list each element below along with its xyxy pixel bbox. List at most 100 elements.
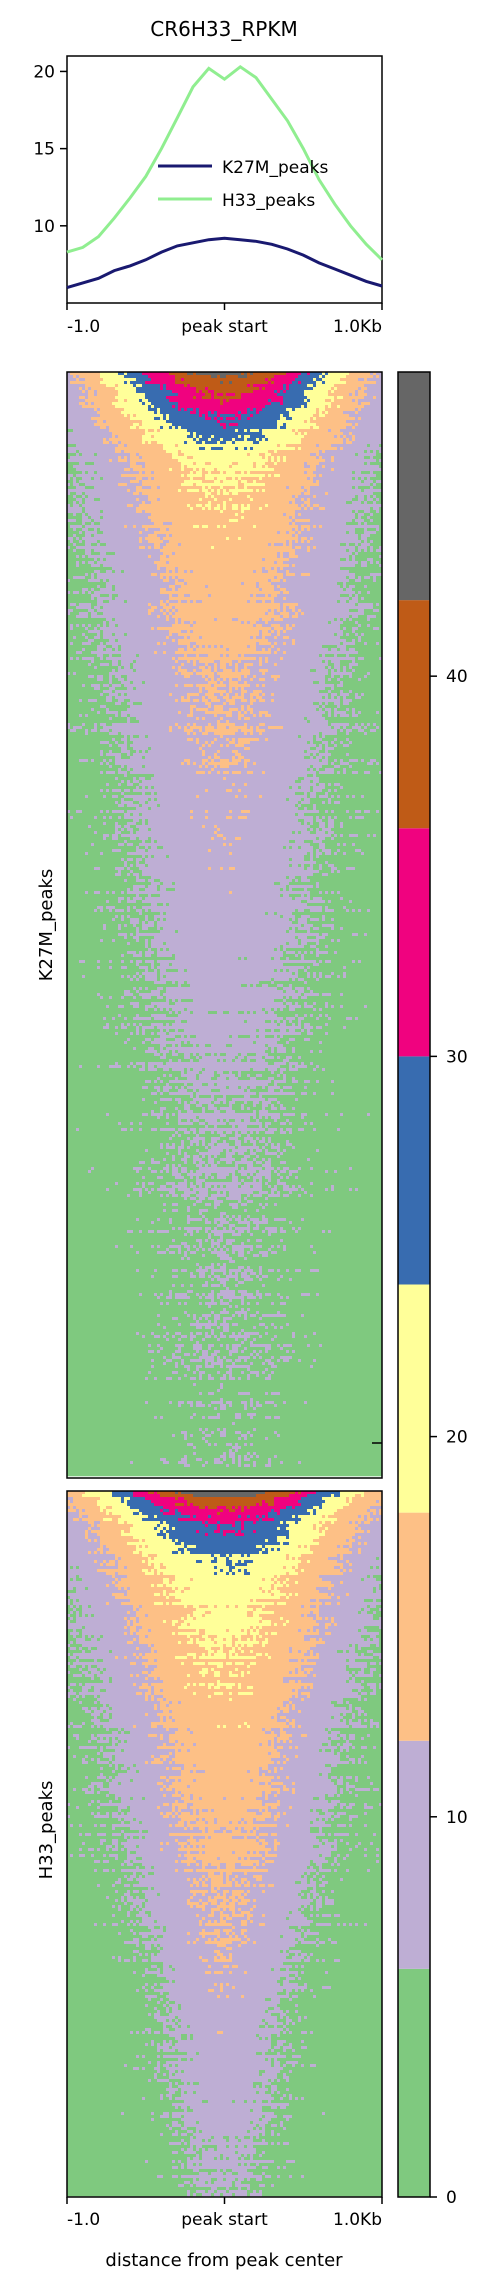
heatmap-cell-run bbox=[67, 759, 80, 763]
heatmap-cell-run bbox=[286, 999, 383, 1003]
heatmap-cell-run bbox=[85, 624, 89, 628]
heatmap-cell-run bbox=[358, 537, 362, 541]
heatmap-cell-run bbox=[223, 702, 227, 706]
heatmap-cell-run bbox=[76, 636, 86, 640]
heatmap-cell-run bbox=[241, 711, 245, 715]
heatmap-cell-run bbox=[241, 582, 245, 586]
heatmap-cell-run bbox=[364, 933, 368, 937]
heatmap-cell-run bbox=[259, 585, 275, 589]
heatmap-cell-run bbox=[271, 381, 275, 385]
heatmap-cell-run bbox=[370, 510, 377, 514]
heatmap-cell-run bbox=[370, 723, 374, 727]
heatmap-cell-run bbox=[322, 375, 326, 379]
heatmap-cell-run bbox=[331, 939, 335, 943]
heatmap-cell-run bbox=[157, 996, 164, 1000]
heatmap-cell-run bbox=[151, 519, 230, 523]
heatmap-cell-run bbox=[118, 822, 128, 826]
heatmap-cell-run bbox=[307, 507, 311, 511]
heatmap-cell-run bbox=[346, 972, 383, 976]
heatmap-cell-run bbox=[280, 630, 284, 634]
heatmap-cell-run bbox=[331, 783, 335, 787]
heatmap-cell-run bbox=[184, 1041, 188, 1045]
heatmap-cell-run bbox=[343, 621, 356, 625]
heatmap-cell-run bbox=[166, 396, 194, 400]
heatmap-cell-run bbox=[298, 531, 302, 535]
heatmap-cell-run bbox=[211, 645, 215, 649]
heatmap-cell-run bbox=[256, 657, 260, 661]
heatmap-cell-run bbox=[298, 1062, 302, 1066]
heatmap-cell-run bbox=[190, 630, 194, 634]
heatmap-cell-run bbox=[283, 945, 305, 949]
heatmap-cell-run bbox=[67, 387, 80, 391]
heatmap-cell-run bbox=[295, 432, 299, 436]
heatmap-cell-run bbox=[319, 933, 323, 937]
heatmap-cell-run bbox=[307, 936, 317, 940]
heatmap-cell-run bbox=[280, 456, 284, 460]
heatmap-cell-run bbox=[103, 510, 137, 514]
heatmap-cell-run bbox=[157, 564, 290, 568]
heatmap-cell-run bbox=[91, 606, 95, 610]
heatmap-cell-run bbox=[76, 543, 86, 547]
heatmap-cell-run bbox=[208, 723, 212, 727]
heatmap-cell-run bbox=[244, 510, 296, 514]
heatmap-cell-run bbox=[349, 732, 365, 736]
heatmap-cell-run bbox=[190, 1035, 197, 1039]
heatmap-cell-run bbox=[262, 429, 293, 433]
heatmap-cell-run bbox=[184, 981, 188, 985]
heatmap-cell-run bbox=[184, 468, 194, 472]
heatmap-cell-run bbox=[205, 462, 212, 466]
heatmap-cell-run bbox=[208, 810, 230, 814]
heatmap-cell-run bbox=[295, 573, 302, 577]
heatmap-cell-run bbox=[70, 504, 74, 508]
heatmap-cell-run bbox=[283, 1017, 287, 1021]
heatmap-cell-run bbox=[211, 723, 218, 727]
heatmap-cell-run bbox=[193, 624, 254, 628]
heatmap-cell-run bbox=[226, 489, 230, 493]
heatmap-cell-run bbox=[100, 966, 110, 970]
heatmap-cell-run bbox=[232, 789, 239, 793]
heatmap-cell-run bbox=[103, 795, 107, 799]
heatmap-cell-run bbox=[373, 723, 377, 727]
heatmap-cell-run bbox=[217, 687, 230, 691]
heatmap-cell-run bbox=[142, 531, 155, 535]
heatmap-cell-run bbox=[313, 807, 317, 811]
heatmap-cell-run bbox=[310, 453, 317, 457]
heatmap-cell-run bbox=[103, 771, 107, 775]
heatmap-cell-run bbox=[334, 951, 338, 955]
heatmap-cell-run bbox=[154, 477, 191, 481]
heatmap-cell-run bbox=[301, 405, 305, 409]
heatmap-cell-run bbox=[181, 1035, 185, 1039]
heatmap-cell-run bbox=[316, 885, 320, 889]
heatmap-cell-run bbox=[214, 666, 218, 670]
heatmap-cell-run bbox=[145, 1050, 158, 1054]
heatmap-cell-run bbox=[238, 480, 242, 484]
heatmap-cell-run bbox=[319, 843, 326, 847]
heatmap-cell-run bbox=[265, 693, 272, 697]
heatmap-cell-run bbox=[310, 786, 314, 790]
heatmap-cell-run bbox=[100, 516, 104, 520]
heatmap-cell-run bbox=[67, 702, 116, 706]
heatmap-cell-run bbox=[157, 924, 302, 928]
heatmap-cell-run bbox=[130, 1023, 134, 1027]
heatmap-cell-run bbox=[172, 405, 176, 409]
heatmap-cell-run bbox=[94, 408, 98, 412]
heatmap-cell-run bbox=[259, 699, 266, 703]
heatmap-cell-run bbox=[67, 417, 92, 421]
heatmap-cell-run bbox=[121, 900, 128, 904]
heatmap-cell-run bbox=[277, 555, 281, 559]
heatmap-cell-run bbox=[238, 429, 245, 433]
heatmap-cell-run bbox=[148, 807, 152, 811]
heatmap-cell-run bbox=[184, 1008, 188, 1012]
heatmap-cell-run bbox=[94, 660, 113, 664]
heatmap-cell-run bbox=[82, 453, 95, 457]
heatmap-cell-run bbox=[319, 507, 326, 511]
heatmap-cell-run bbox=[367, 624, 371, 628]
heatmap-cell-run bbox=[130, 489, 137, 493]
heatmap-cell-run bbox=[205, 387, 209, 391]
heatmap-cell-run bbox=[346, 729, 353, 733]
heatmap-cell-run bbox=[157, 534, 167, 538]
heatmap-cell-run bbox=[82, 633, 86, 637]
heatmap-cell-run bbox=[172, 609, 176, 613]
heatmap-cell-run bbox=[259, 618, 263, 622]
heatmap-cell-run bbox=[253, 714, 257, 718]
